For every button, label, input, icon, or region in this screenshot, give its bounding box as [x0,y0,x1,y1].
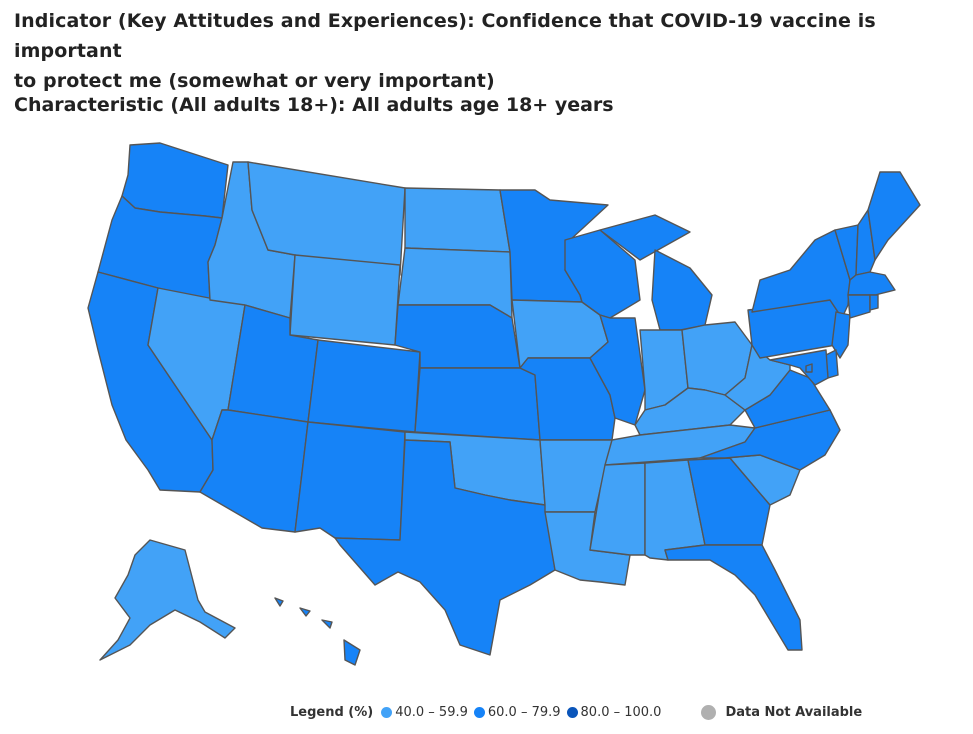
state-wyoming[interactable] [289,254,401,346]
state-texas[interactable] [334,439,556,656]
legend-label: Data Not Available [725,704,863,720]
state-new-york[interactable] [751,229,851,319]
legend-label: 60.0 – 79.9 [487,704,561,720]
legend-item-80-100[interactable]: 80.0 – 100.0 [566,704,662,720]
state-dc[interactable] [805,363,813,373]
legend-dot-icon [473,706,485,718]
state-maryland[interactable] [769,349,829,386]
legend-dot-icon [566,706,578,718]
legend-dot-icon [381,706,393,718]
state-washington[interactable] [121,142,229,219]
indicator-line-2: to protect me (somewhat or very importan… [14,70,495,92]
indicator-line-1: Indicator (Key Attitudes and Experiences… [14,10,876,62]
state-alaska[interactable] [99,539,236,661]
state-illinois[interactable] [589,314,646,426]
map-legend: Legend (%) 40.0 – 59.9 60.0 – 79.9 80.0 … [290,702,868,722]
state-maine[interactable] [867,171,921,261]
state-rhode-island[interactable] [869,294,879,311]
state-arizona[interactable] [199,409,309,533]
legend-label: 40.0 – 59.9 [395,704,468,720]
state-new-mexico[interactable] [294,421,406,541]
characteristic-title: Characteristic (All adults 18+): All adu… [14,94,614,116]
legend-item-not-available[interactable]: Data Not Available [701,704,863,720]
legend-title: Legend (%) [290,704,374,720]
state-north-dakota[interactable] [404,187,511,253]
state-colorado[interactable] [307,339,421,433]
state-massachusetts[interactable] [847,271,896,296]
indicator-title: Indicator (Key Attitudes and Experiences… [14,6,964,96]
legend-item-40-59[interactable]: 40.0 – 59.9 [381,705,468,720]
legend-item-60-79[interactable]: 60.0 – 79.9 [473,704,561,720]
state-connecticut[interactable] [847,294,871,319]
state-florida[interactable] [664,544,803,651]
state-louisiana[interactable] [544,511,631,586]
state-north-carolina[interactable] [699,409,841,471]
legend-dot-icon [701,704,717,720]
state-hawaii[interactable] [274,597,361,666]
legend-label: 80.0 – 100.0 [580,704,662,720]
state-kansas[interactable] [414,367,541,441]
state-new-jersey[interactable] [831,311,851,359]
